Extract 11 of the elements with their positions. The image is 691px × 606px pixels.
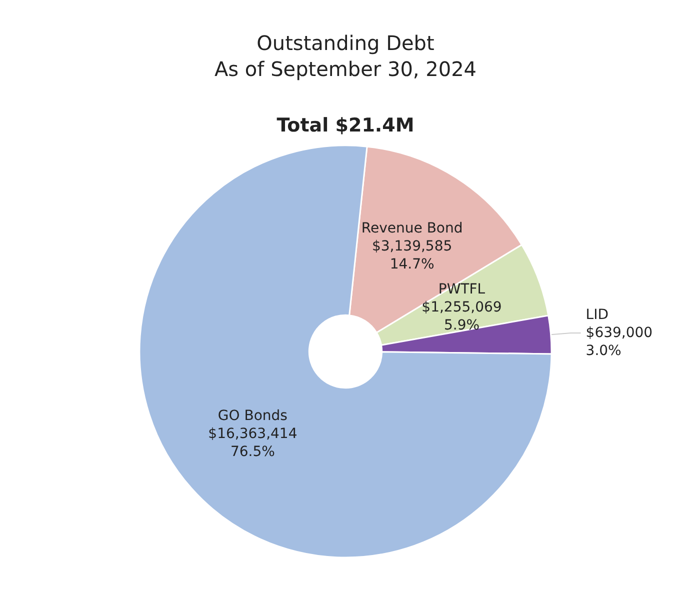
slice-label: Revenue Bond: [361, 220, 463, 237]
chart-title: Outstanding Debt: [256, 31, 434, 55]
data-label: $3,139,585 14.7%: [372, 238, 452, 273]
text: Total $21.4M: [276, 114, 414, 136]
data-label: $639,000 3.0%: [586, 325, 653, 360]
slice-label: LID: [586, 307, 609, 324]
slice-label: GO Bonds: [218, 408, 288, 424]
data-label: $1,255,069 5.9%: [422, 300, 502, 334]
data-label: $16,363,414 76.5%: [208, 426, 298, 460]
chart-subtitle: As of September 30, 2024: [214, 57, 477, 81]
slice-label: PWTFL: [438, 282, 486, 298]
